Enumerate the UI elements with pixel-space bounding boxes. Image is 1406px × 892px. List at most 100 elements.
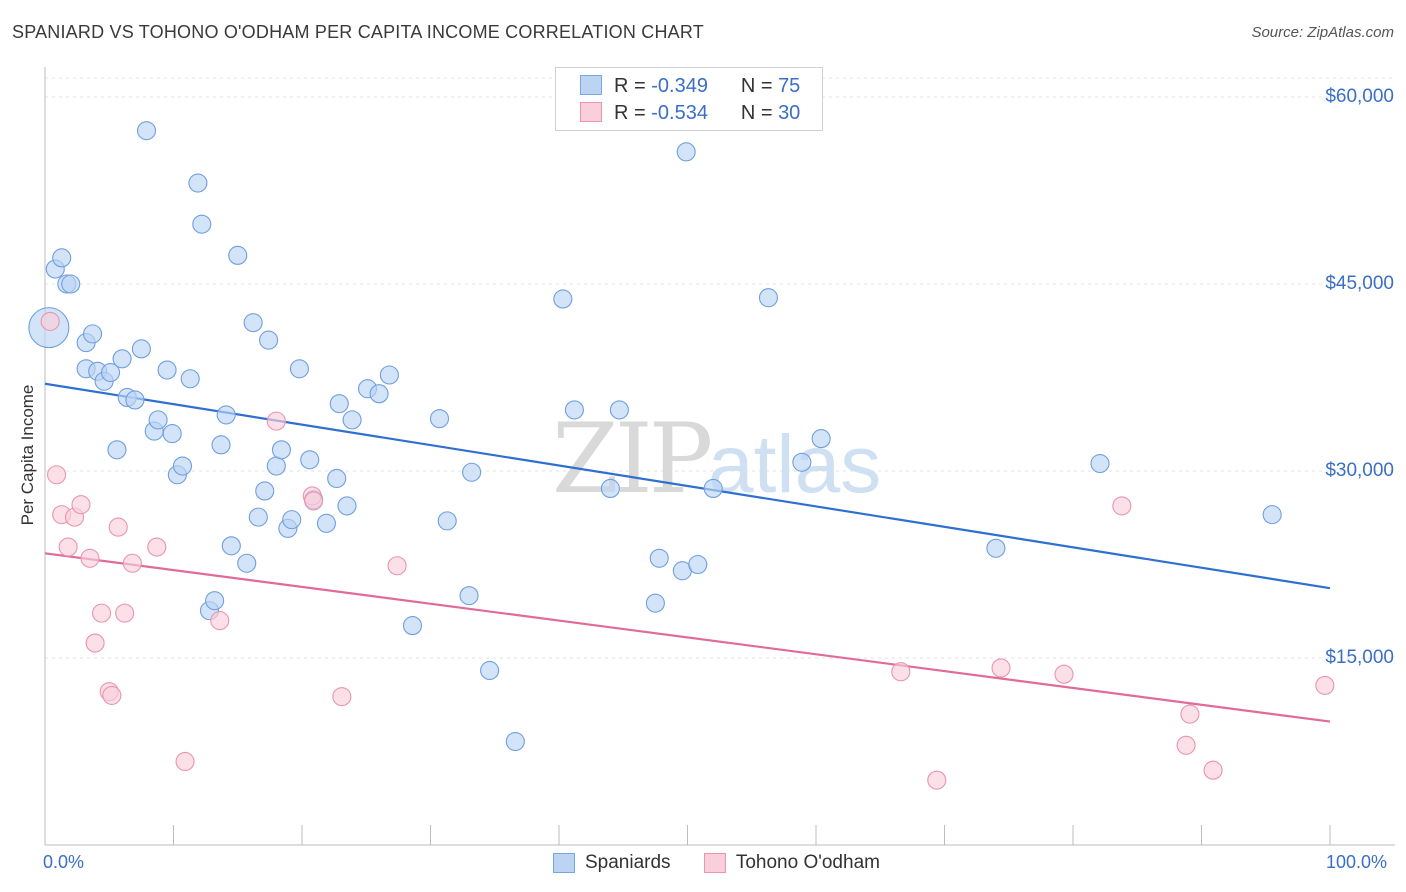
point-spaniards [162, 424, 182, 444]
stats-row-spaniards: R = -0.349 N = 75 [580, 75, 800, 99]
point-spaniards [459, 586, 479, 606]
point-spaniards [649, 548, 669, 568]
point-spaniards [243, 313, 263, 333]
point-tohono [210, 611, 230, 631]
point-spaniards [205, 591, 225, 611]
point-spaniards [82, 324, 103, 344]
point-spaniards [703, 478, 723, 499]
legend-label: Tohono O'odham [735, 852, 880, 873]
point-spaniards [327, 468, 347, 489]
point-spaniards [282, 510, 302, 530]
point-spaniards [136, 121, 157, 141]
legend-swatch-tohono [703, 853, 726, 873]
point-spaniards [758, 288, 779, 308]
point-spaniards [609, 400, 629, 420]
n-value: 75 [778, 75, 801, 97]
stats-swatch-tohono [580, 102, 602, 122]
point-spaniards [337, 496, 357, 516]
watermark: ZIP atlas [552, 403, 881, 515]
point-spaniards [437, 511, 457, 531]
point-tohono [71, 495, 91, 515]
point-tohono [115, 603, 135, 623]
legend: Spaniards Tohono O'odham [553, 852, 908, 879]
point-spaniards [148, 410, 168, 430]
point-tohono [1203, 760, 1223, 780]
n-value: 30 [778, 102, 801, 124]
point-tohono [891, 662, 911, 682]
point-spaniards [61, 274, 81, 294]
point-tohono [1180, 704, 1200, 724]
point-spaniards [564, 400, 584, 420]
point-tohono [332, 687, 352, 707]
legend-item-tohono[interactable]: Tohono O'odham [703, 852, 880, 874]
trend-line-spaniards [44, 382, 1331, 590]
point-spaniards [379, 365, 399, 385]
point-tohono [47, 465, 67, 485]
point-spaniards [172, 456, 193, 476]
r-value: -0.534 [651, 102, 708, 124]
point-spaniards [157, 360, 177, 380]
point-spaniards [100, 362, 121, 383]
point-tohono [1054, 664, 1074, 684]
point-tohono [91, 603, 112, 623]
point-tohono [1176, 735, 1196, 755]
legend-swatch-spaniards [553, 853, 575, 873]
point-tohono [58, 537, 78, 557]
r-label: R = [614, 75, 646, 97]
point-spaniards [289, 359, 309, 379]
r-label: R = [614, 102, 646, 124]
legend-label: Spaniards [585, 852, 671, 873]
point-spaniards [369, 384, 389, 404]
y-tick-label: $45,000 [1325, 273, 1394, 294]
source-label: Source: ZipAtlas.com [1251, 24, 1394, 41]
point-spaniards [107, 440, 127, 460]
point-tohono [102, 685, 122, 705]
point-spaniards [1262, 505, 1282, 525]
point-spaniards [255, 481, 275, 501]
point-spaniards [986, 538, 1006, 558]
point-spaniards [645, 593, 665, 613]
point-tohono [80, 548, 100, 568]
point-spaniards [676, 142, 696, 162]
point-spaniards [600, 478, 620, 499]
point-spaniards [462, 462, 482, 482]
point-spaniards [429, 409, 450, 429]
point-spaniards [1090, 453, 1110, 474]
legend-item-spaniards[interactable]: Spaniards [553, 852, 671, 874]
trend-line-tohono [44, 552, 1331, 723]
point-spaniards [505, 731, 525, 752]
n-label: N = [740, 75, 773, 97]
point-spaniards [792, 452, 812, 472]
point-spaniards [125, 390, 145, 410]
y-tick-label: $15,000 [1325, 647, 1394, 668]
watermark-zip: ZIP [552, 403, 711, 515]
point-spaniards [180, 369, 200, 389]
point-spaniards [192, 214, 212, 234]
point-spaniards [480, 660, 500, 681]
point-tohono [175, 751, 195, 772]
point-spaniards [228, 245, 248, 265]
y-axis-label: Per Capita Income [18, 384, 37, 526]
point-spaniards [266, 456, 286, 476]
trend-lines [44, 382, 1331, 723]
r-value: -0.349 [651, 75, 708, 97]
point-spaniards [300, 450, 320, 470]
y-tick-label: $60,000 [1325, 86, 1394, 107]
point-spaniards [271, 440, 291, 460]
scatter-points [28, 121, 1335, 790]
point-spaniards [112, 349, 132, 369]
chart-title: SPANIARD VS TOHONO O'ODHAM PER CAPITA IN… [12, 22, 704, 42]
stats-box: R = -0.349 N = 75 R = -0.534 N = 30 [555, 67, 823, 131]
y-tick-label: $30,000 [1325, 460, 1394, 481]
point-spaniards [216, 405, 236, 425]
point-spaniards [188, 173, 208, 193]
point-tohono [991, 658, 1011, 678]
point-tohono [40, 311, 60, 331]
point-tohono [122, 553, 142, 573]
point-spaniards [811, 429, 831, 449]
point-spaniards [553, 289, 573, 309]
point-tohono [147, 537, 167, 557]
stats-row-tohono: R = -0.534 N = 30 [580, 102, 800, 126]
x-tick-label-min: 0.0% [43, 852, 85, 872]
